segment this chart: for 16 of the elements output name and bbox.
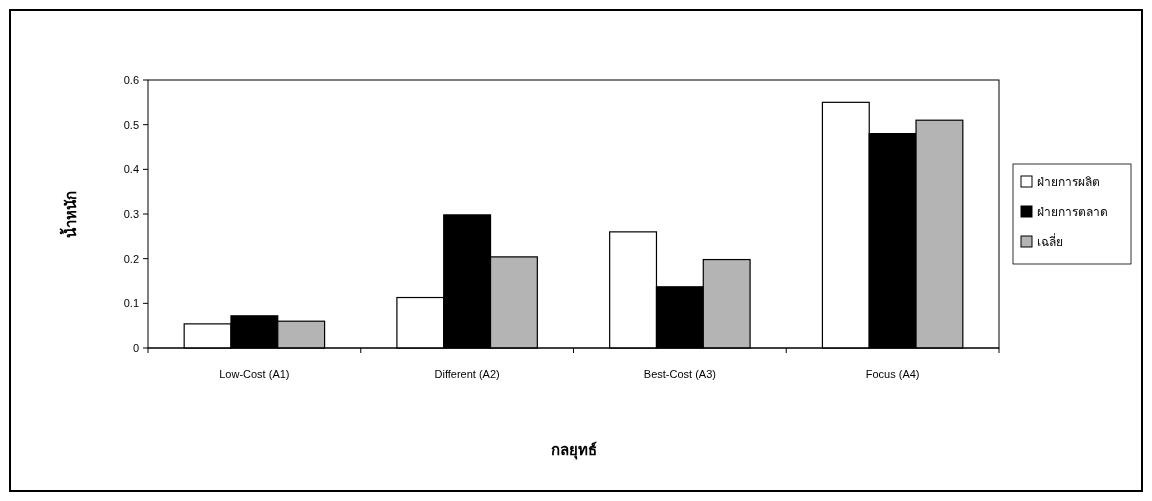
x-tick-label: Focus (A4) [865, 368, 920, 380]
y-tick-label: 0.3 [123, 207, 139, 220]
x-tick-label: Low-Cost (A1) [219, 368, 290, 380]
x-tick-label: Different (A2) [434, 368, 500, 380]
legend-label: ฝ่ายการผลิต [1037, 175, 1100, 190]
y-tick-label: 0.6 [123, 73, 139, 86]
y-tick-label: 0 [132, 341, 139, 354]
legend-label: ฝ่ายการตลาด [1037, 205, 1108, 220]
y-tick-label: 0.4 [123, 163, 139, 176]
y-axis-title: น้ำหนัก [59, 190, 79, 238]
y-tick-label: 0.2 [123, 252, 139, 265]
y-tick-label: 0.5 [123, 118, 139, 131]
x-axis-title: กลยุทธ์ [550, 441, 597, 460]
x-tick-label: Best-Cost (A3) [643, 368, 716, 380]
legend-label: เฉลี่ย [1037, 233, 1063, 250]
y-tick-label: 0.1 [123, 297, 139, 310]
